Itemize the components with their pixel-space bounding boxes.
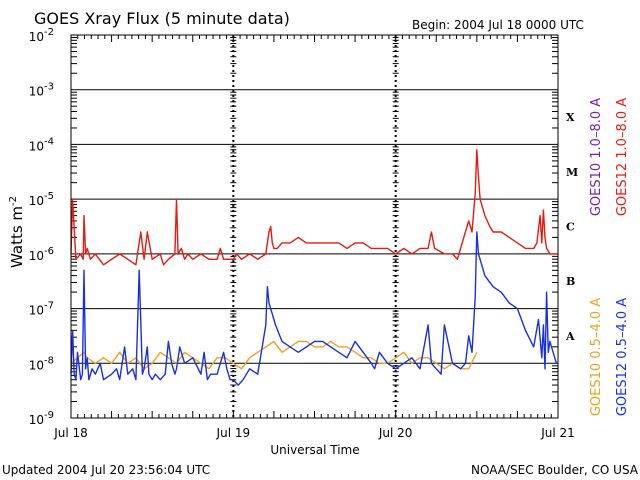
y-tick-exponent: -2 <box>44 27 54 38</box>
x-tick-label: Jul 18 <box>53 426 88 440</box>
y-axis-title-sup: -2 <box>8 196 19 206</box>
y-tick-base: 10 <box>29 249 44 263</box>
chart-title: GOES Xray Flux (5 minute data) <box>34 9 290 28</box>
series-layer <box>70 149 558 386</box>
y-tick-exponent: -9 <box>44 410 54 421</box>
day-separator-lines <box>232 35 397 418</box>
legend-entry: GOES12 1.0–8.0 A <box>615 98 630 216</box>
minor-ticks <box>71 35 558 418</box>
legend-entry: GOES12 0.5–4.0 A <box>615 298 630 416</box>
y-tick-base: 10 <box>29 304 44 318</box>
y-tick-exponent: -3 <box>44 82 54 93</box>
x-tick-label: Jul 21 <box>540 426 575 440</box>
footer-updated: Updated 2004 Jul 20 23:56:04 UTC <box>2 463 210 477</box>
y-tick-base: 10 <box>29 85 44 99</box>
legend: GOES10 1.0–8.0 A GOES12 1.0–8.0 A GOES10 0… <box>589 98 630 416</box>
y-tick-label: 10-2 <box>29 27 54 44</box>
flare-class-label: A <box>565 330 575 343</box>
y-tick-exponent: -7 <box>44 301 54 312</box>
series-goes12-1-0-8-0-a <box>70 149 558 266</box>
y-tick-exponent: -4 <box>44 136 54 147</box>
y-tick-label: 10-9 <box>29 410 54 427</box>
y-tick-label: 10-4 <box>29 136 54 153</box>
y-tick-exponent: -6 <box>44 246 54 257</box>
y-axis-labels: 10-210-310-410-510-610-710-810-9 <box>29 27 54 427</box>
x-tick-label: Jul 19 <box>216 426 251 440</box>
x-axis-title: Universal Time <box>270 443 359 457</box>
flux-grid <box>71 89 558 364</box>
y-tick-exponent: -5 <box>44 191 54 202</box>
y-tick-base: 10 <box>29 30 44 44</box>
legend-entry: GOES10 0.5–4.0 A <box>589 298 604 416</box>
y-tick-exponent: -8 <box>44 355 54 366</box>
y-axis-title: Watts m-2 <box>8 196 26 268</box>
series-goes12-0-5-4-0-a <box>70 231 558 386</box>
y-tick-label: 10-7 <box>29 301 54 318</box>
y-tick-base: 10 <box>29 358 44 372</box>
x-tick-label: Jul 20 <box>378 426 413 440</box>
y-axis-title-text: Watts m <box>8 206 26 268</box>
begin-label: Begin: 2004 Jul 18 0000 UTC <box>412 18 584 32</box>
legend-entry: GOES10 1.0–8.0 A <box>589 98 604 216</box>
flare-class-labels: X M C B A <box>565 111 578 343</box>
x-axis-labels: Jul 18 Jul 19 Jul 20 Jul 21 <box>53 426 575 440</box>
plot-frame <box>70 34 559 419</box>
y-tick-base: 10 <box>29 194 44 208</box>
y-tick-label: 10-5 <box>29 191 54 208</box>
y-tick-label: 10-6 <box>29 246 54 263</box>
y-tick-label: 10-8 <box>29 355 54 372</box>
y-tick-base: 10 <box>29 413 44 427</box>
flare-class-label: B <box>566 275 575 288</box>
footer-credit: NOAA/SEC Boulder, CO USA <box>471 463 639 477</box>
flare-class-label: M <box>566 166 578 179</box>
flare-class-label: C <box>566 221 575 234</box>
series-goes10-0-5-4-0-a <box>70 340 478 370</box>
y-tick-label: 10-3 <box>29 82 54 99</box>
flare-class-label: X <box>566 111 575 124</box>
y-tick-base: 10 <box>29 139 44 153</box>
